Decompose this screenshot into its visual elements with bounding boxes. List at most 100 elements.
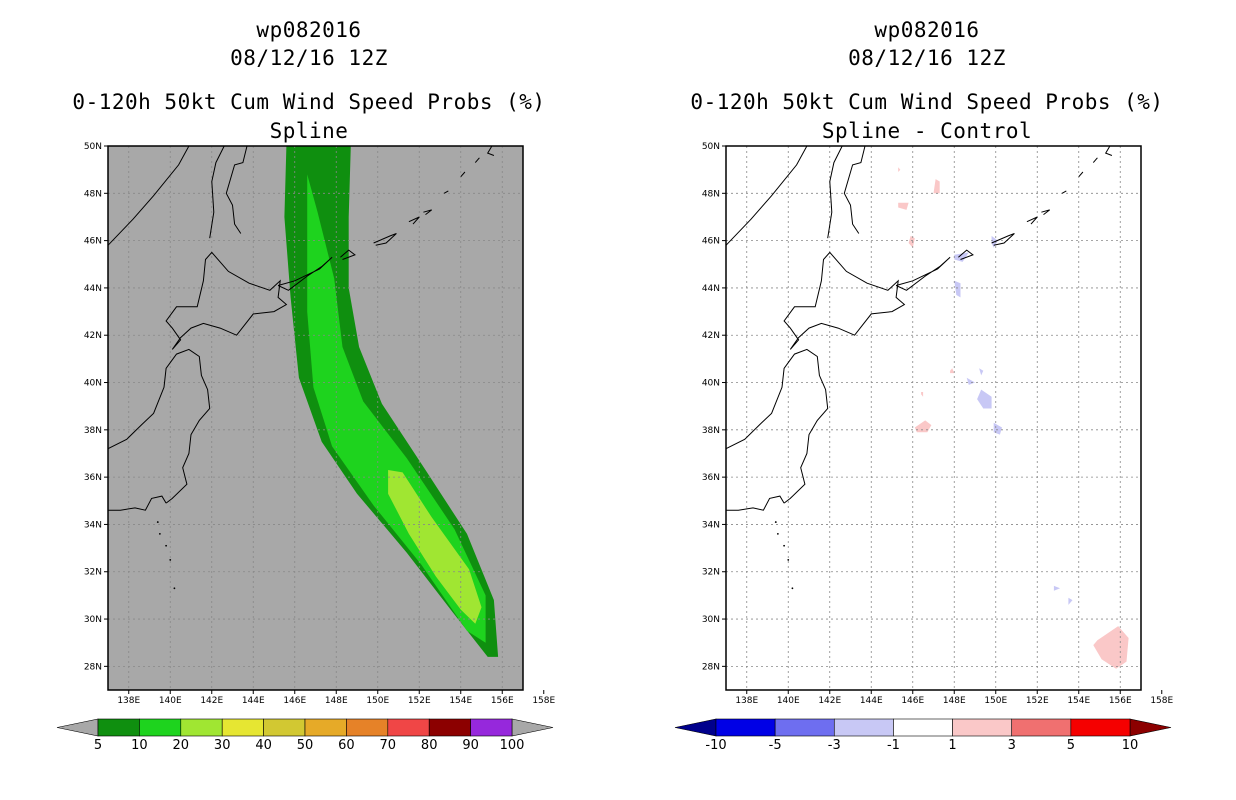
island-dot xyxy=(158,532,161,535)
colorbar-label: 5 xyxy=(1067,738,1075,753)
colorbar-swatch xyxy=(180,718,223,737)
plot-area xyxy=(108,146,523,690)
x-tick-label: 154E xyxy=(449,696,472,706)
diff-blob-negative xyxy=(966,377,975,385)
island-outline xyxy=(1092,157,1098,163)
island-outline xyxy=(1078,171,1084,178)
y-tick-label: 44N xyxy=(84,284,102,294)
y-tick-label: 42N xyxy=(702,331,720,341)
x-tick-label: 144E xyxy=(242,696,265,706)
y-tick-label: 38N xyxy=(84,426,102,436)
diff-blob-negative xyxy=(1068,597,1073,605)
y-tick-label: 28N xyxy=(702,662,720,672)
colorbar-label: 50 xyxy=(297,738,314,753)
diff-blob-negative xyxy=(979,368,984,376)
y-tick-label: 34N xyxy=(84,520,102,530)
y-tick-label: 38N xyxy=(702,426,720,436)
colorbar-label: 5 xyxy=(94,738,102,753)
datetime: 08/12/16 12Z xyxy=(848,46,1006,70)
y-tick-label: 36N xyxy=(702,473,720,483)
y-tick-label: 28N xyxy=(84,662,102,672)
x-tick-label: 150E xyxy=(984,696,1007,706)
island-outline xyxy=(1041,209,1051,215)
x-tick-label: 146E xyxy=(283,696,306,706)
y-tick-label: 50N xyxy=(84,142,102,152)
x-tick-label: 148E xyxy=(943,696,966,706)
y-tick-label: 30N xyxy=(702,615,720,625)
colorbar-label: 30 xyxy=(214,738,231,753)
colorbar-label: 70 xyxy=(380,738,397,753)
island-dot xyxy=(173,587,176,590)
chart-subtitle: Spline - Control xyxy=(821,119,1033,143)
island-outline xyxy=(474,157,480,163)
colorbar-arrow-left xyxy=(674,718,717,737)
datetime: 08/12/16 12Z xyxy=(230,46,388,70)
colorbar-label: 80 xyxy=(421,738,438,753)
island-outline xyxy=(958,249,974,260)
left-panel: wp082016 08/12/16 12Z 0-120h 50kt Cum Wi… xyxy=(56,18,555,753)
chart-title: 0-120h 50kt Cum Wind Speed Probs (%) xyxy=(72,90,546,114)
colorbar-swatch xyxy=(833,718,894,737)
x-tick-label: 140E xyxy=(777,696,800,706)
colorbar-arrow-right xyxy=(511,718,554,737)
coastline xyxy=(108,495,167,511)
y-tick-label: 46N xyxy=(702,237,720,247)
y-tick-label: 46N xyxy=(84,237,102,247)
y-tick-label: 42N xyxy=(84,331,102,341)
x-tick-label: 148E xyxy=(325,696,348,706)
colorbar-swatch xyxy=(1011,718,1072,737)
x-tick-label: 144E xyxy=(860,696,883,706)
island-outline xyxy=(991,233,1015,246)
colorbar-arrow-left xyxy=(56,718,99,737)
island-dot xyxy=(774,521,777,523)
island-outline xyxy=(1104,146,1113,156)
colorbar-label: 20 xyxy=(173,738,190,753)
coastline xyxy=(783,251,906,350)
colorbar-label: 60 xyxy=(338,738,355,753)
island-dot xyxy=(791,587,794,590)
colorbar-swatch xyxy=(893,718,953,737)
colorbar-label: 100 xyxy=(500,738,525,753)
coastline xyxy=(827,146,843,239)
colorbar-arrow-right xyxy=(1129,718,1172,737)
island-outline xyxy=(443,190,449,194)
colorbar-swatch xyxy=(139,718,182,737)
coastline xyxy=(209,146,225,239)
island-outline xyxy=(408,216,420,225)
x-tick-label: 158E xyxy=(1150,696,1173,706)
island-outline xyxy=(895,256,951,291)
plot-area xyxy=(726,146,1141,690)
colorbar-label: 40 xyxy=(255,738,272,753)
y-tick-label: 36N xyxy=(84,473,102,483)
colorbar-swatch xyxy=(470,718,513,737)
difference-map: 138E 140E 142E 144E 146E 148E 150E 152E 154E 156E… xyxy=(674,142,1173,753)
island-dot xyxy=(165,544,168,547)
colorbar-label: 10 xyxy=(1122,738,1139,753)
y-tick-label: 50N xyxy=(702,142,720,152)
plot-frame xyxy=(107,145,524,691)
colorbar-swatch xyxy=(774,718,835,737)
x-tick-label: 152E xyxy=(1026,696,1049,706)
diff-blob-negative xyxy=(1053,585,1061,591)
y-tick-label: 32N xyxy=(702,568,720,578)
diff-blob-positive xyxy=(898,202,909,210)
coastline xyxy=(108,348,211,504)
colorbar-label: 90 xyxy=(462,738,479,753)
x-tick-label: 158E xyxy=(532,696,555,706)
island-outline xyxy=(486,146,495,156)
colorbar-label: -3 xyxy=(828,738,841,753)
island-dot xyxy=(169,559,172,561)
y-tick-label: 48N xyxy=(702,189,720,199)
colorbar-label: 1 xyxy=(948,738,956,753)
island-dot xyxy=(783,544,785,547)
chart-title: 0-120h 50kt Cum Wind Speed Probs (%) xyxy=(690,90,1164,114)
x-tick-label: 138E xyxy=(735,696,758,706)
x-tick-label: 142E xyxy=(818,696,841,706)
x-tick-label: 156E xyxy=(1109,696,1132,706)
diff-blob-negative xyxy=(954,252,969,262)
x-tick-label: 152E xyxy=(408,696,431,706)
colorbar-label: -1 xyxy=(887,738,900,753)
diff-blob-positive xyxy=(1093,626,1129,669)
coastline xyxy=(843,146,866,234)
x-tick-label: 138E xyxy=(117,696,140,706)
